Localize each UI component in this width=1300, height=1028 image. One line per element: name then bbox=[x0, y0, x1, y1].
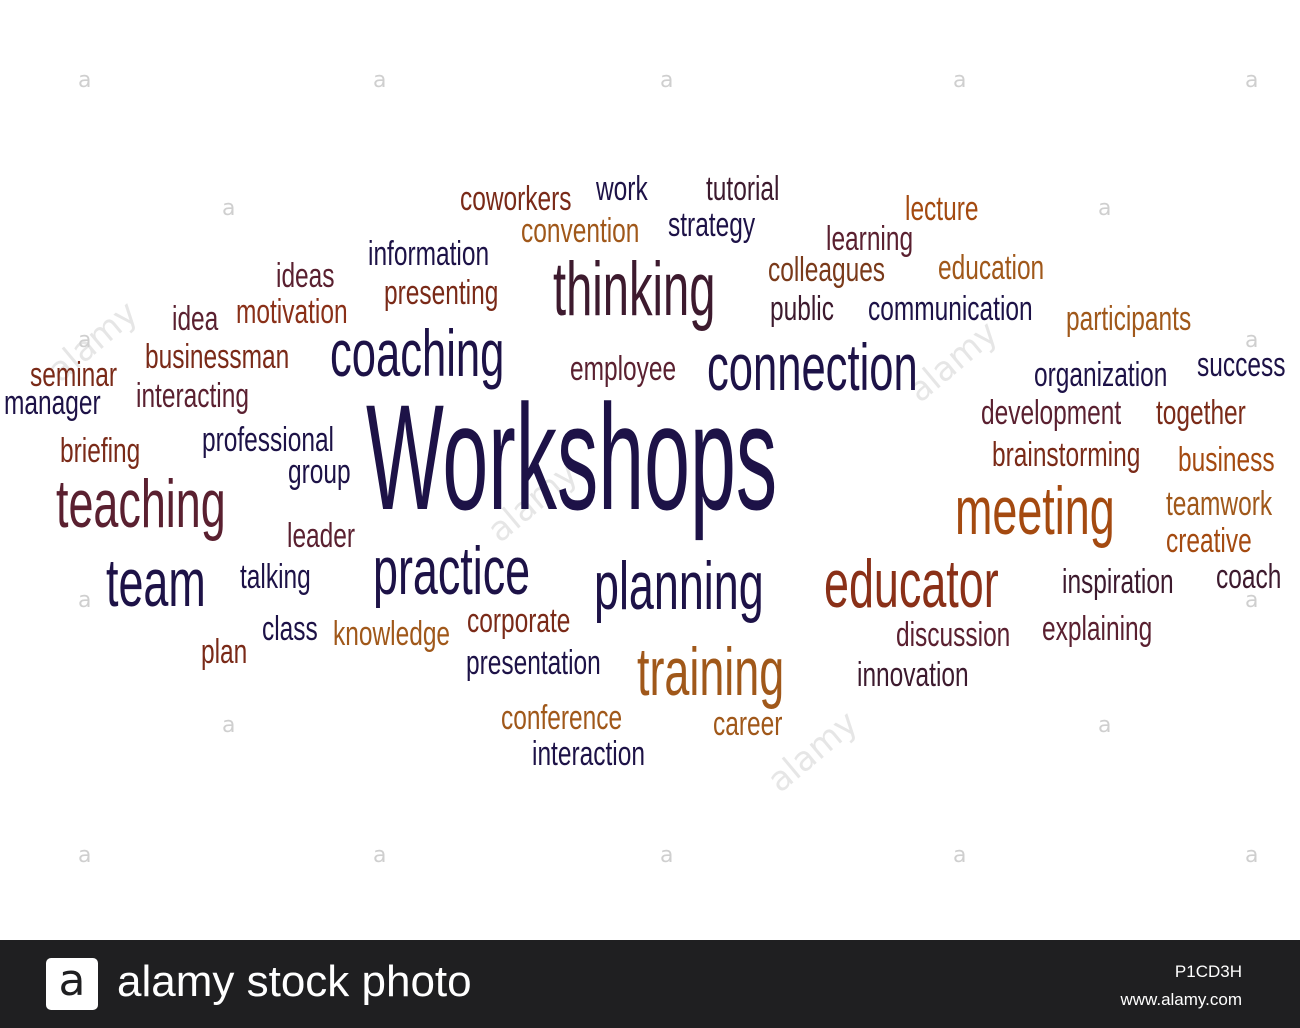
word-team: team bbox=[106, 545, 206, 621]
word-presentation: presentation bbox=[466, 644, 601, 682]
word-business: business bbox=[1178, 441, 1275, 479]
word-creative: creative bbox=[1166, 522, 1252, 560]
watermark-glyph: a bbox=[78, 328, 92, 353]
word-interacting: interacting bbox=[136, 377, 249, 415]
word-public: public bbox=[770, 290, 834, 328]
word-brainstorming: brainstorming bbox=[992, 436, 1141, 474]
word-convention: convention bbox=[521, 212, 640, 250]
word-planning: planning bbox=[594, 548, 764, 624]
watermark-glyph: a bbox=[1098, 713, 1112, 738]
site-url: www.alamy.com bbox=[1120, 990, 1242, 1009]
watermark-glyph: a bbox=[1245, 328, 1259, 353]
word-group: group bbox=[288, 453, 351, 491]
watermark-glyph: a bbox=[1098, 196, 1112, 221]
word-communication: communication bbox=[868, 290, 1033, 328]
word-together: together bbox=[1156, 394, 1246, 432]
watermark-glyph: a bbox=[660, 843, 674, 868]
watermark-glyph: a bbox=[78, 68, 92, 93]
word-connection: connection bbox=[707, 330, 918, 404]
watermark-glyph: a bbox=[1245, 68, 1259, 93]
watermark-glyph: a bbox=[78, 843, 92, 868]
word-manager: manager bbox=[4, 384, 101, 422]
watermark-glyph: a bbox=[373, 68, 387, 93]
word-seminar: seminar bbox=[30, 356, 118, 394]
word-corporate: corporate bbox=[467, 602, 571, 640]
watermark-glyph: a bbox=[953, 843, 967, 868]
word-tutorial: tutorial bbox=[706, 170, 780, 208]
word-interaction: interaction bbox=[532, 735, 645, 773]
alamy-logo-icon: a bbox=[46, 958, 98, 1010]
word-strategy: strategy bbox=[668, 206, 756, 244]
brand-text: alamy stock photo bbox=[117, 957, 472, 1006]
word-educator: educator bbox=[824, 546, 999, 622]
word-lecture: lecture bbox=[905, 190, 979, 228]
word-practice: practice bbox=[373, 533, 531, 609]
watermark-glyph: a bbox=[1245, 843, 1259, 868]
word-employee: employee bbox=[570, 350, 677, 388]
word-training: training bbox=[637, 634, 785, 710]
word-teamwork: teamwork bbox=[1166, 485, 1273, 523]
word-leader: leader bbox=[287, 517, 356, 555]
word-development: development bbox=[981, 394, 1122, 432]
word-discussion: discussion bbox=[896, 616, 1011, 654]
word-knowledge: knowledge bbox=[333, 615, 451, 653]
word-organization: organization bbox=[1034, 356, 1168, 394]
word-cloud: a a a a a a a a a a a a a a a a a a alam… bbox=[4, 68, 1286, 868]
word-idea: idea bbox=[172, 300, 219, 338]
word-plan: plan bbox=[201, 633, 248, 671]
word-workshops: Workshops bbox=[366, 373, 778, 541]
word-coach: coach bbox=[1216, 558, 1282, 596]
word-professional: professional bbox=[202, 421, 335, 459]
stock-photo-banner: a alamy stock photo P1CD3H www.alamy.com bbox=[0, 940, 1300, 1028]
watermark-glyph: a bbox=[222, 196, 236, 221]
word-learning: learning bbox=[826, 220, 914, 258]
word-presenting: presenting bbox=[384, 274, 499, 312]
watermark-glyph: a bbox=[373, 843, 387, 868]
watermark-glyph: a bbox=[953, 68, 967, 93]
watermark-glyph: a bbox=[78, 588, 92, 613]
watermark-glyph: a bbox=[1245, 588, 1259, 613]
word-work: work bbox=[596, 170, 648, 208]
logo-letter: a bbox=[58, 955, 86, 1006]
word-innovation: innovation bbox=[857, 656, 969, 694]
image-id: P1CD3H bbox=[1174, 962, 1242, 981]
word-talking: talking bbox=[240, 558, 311, 596]
word-briefing: briefing bbox=[60, 432, 141, 470]
word-coaching: coaching bbox=[330, 316, 505, 390]
word-colleagues: colleagues bbox=[768, 251, 886, 289]
word-ideas: ideas bbox=[276, 257, 335, 295]
word-meeting: meeting bbox=[955, 473, 1115, 549]
word-businessman: businessman bbox=[145, 338, 290, 376]
watermark-glyph: a bbox=[660, 68, 674, 93]
word-teaching: teaching bbox=[56, 466, 226, 542]
word-information: information bbox=[368, 235, 490, 273]
word-career: career bbox=[713, 705, 783, 743]
word-education: education bbox=[938, 249, 1045, 287]
word-inspiration: inspiration bbox=[1062, 563, 1174, 601]
word-explaining: explaining bbox=[1042, 610, 1153, 648]
word-participants: participants bbox=[1066, 300, 1192, 338]
word-success: success bbox=[1197, 346, 1286, 384]
watermark-glyph: a bbox=[222, 713, 236, 738]
word-coworkers: coworkers bbox=[460, 180, 572, 218]
word-class: class bbox=[262, 610, 318, 648]
word-thinking: thinking bbox=[553, 247, 716, 332]
word-motivation: motivation bbox=[236, 293, 348, 331]
word-conference: conference bbox=[501, 699, 623, 737]
